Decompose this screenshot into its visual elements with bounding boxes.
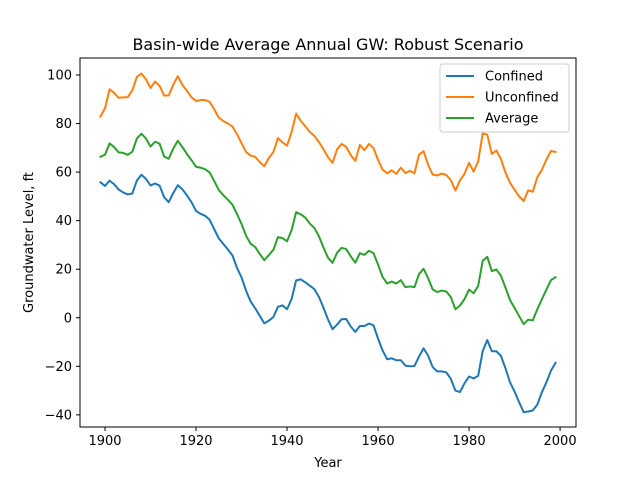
y-tick-label: −20 [45,360,72,375]
y-tick-label: −40 [45,408,72,423]
plot-frame [79,57,577,428]
x-tick-label: 1900 [88,434,121,449]
series-line-average [99,132,557,326]
legend-label-unconfined: Unconfined [485,91,559,106]
y-tick-label: 60 [55,166,72,181]
y-tick-label: 20 [55,263,72,278]
legend: Confined Unconfined Average [439,63,570,133]
x-tick-label: 1920 [179,434,212,449]
legend-label-confined: Confined [485,70,543,85]
legend-items: Confined Unconfined Average [446,70,559,127]
series-line-unconfined [99,72,557,202]
chart-title: Basin-wide Average Annual GW: Robust Sce… [132,35,523,54]
x-tick-label: 2000 [544,434,577,449]
legend-box [439,63,570,133]
y-tick-label: 80 [55,117,72,132]
series-layer [99,72,557,414]
y-axis-label: Groundwater Level, ft [22,172,37,313]
legend-label-average: Average [485,112,538,127]
x-tick-label: 1960 [362,434,395,449]
x-tick-label: 1980 [453,434,486,449]
y-tick-label: 40 [55,214,72,229]
series-line-confined [99,173,557,414]
y-tick-label: 0 [64,311,72,326]
x-axis-label: Year [313,456,342,471]
x-tick-label: 1940 [270,434,303,449]
y-tick-label: 100 [47,68,72,83]
ticks-layer: 1900 1920 1940 1960 1980 2000 −40 −20 0 20 40 60 80 1… [45,68,577,449]
